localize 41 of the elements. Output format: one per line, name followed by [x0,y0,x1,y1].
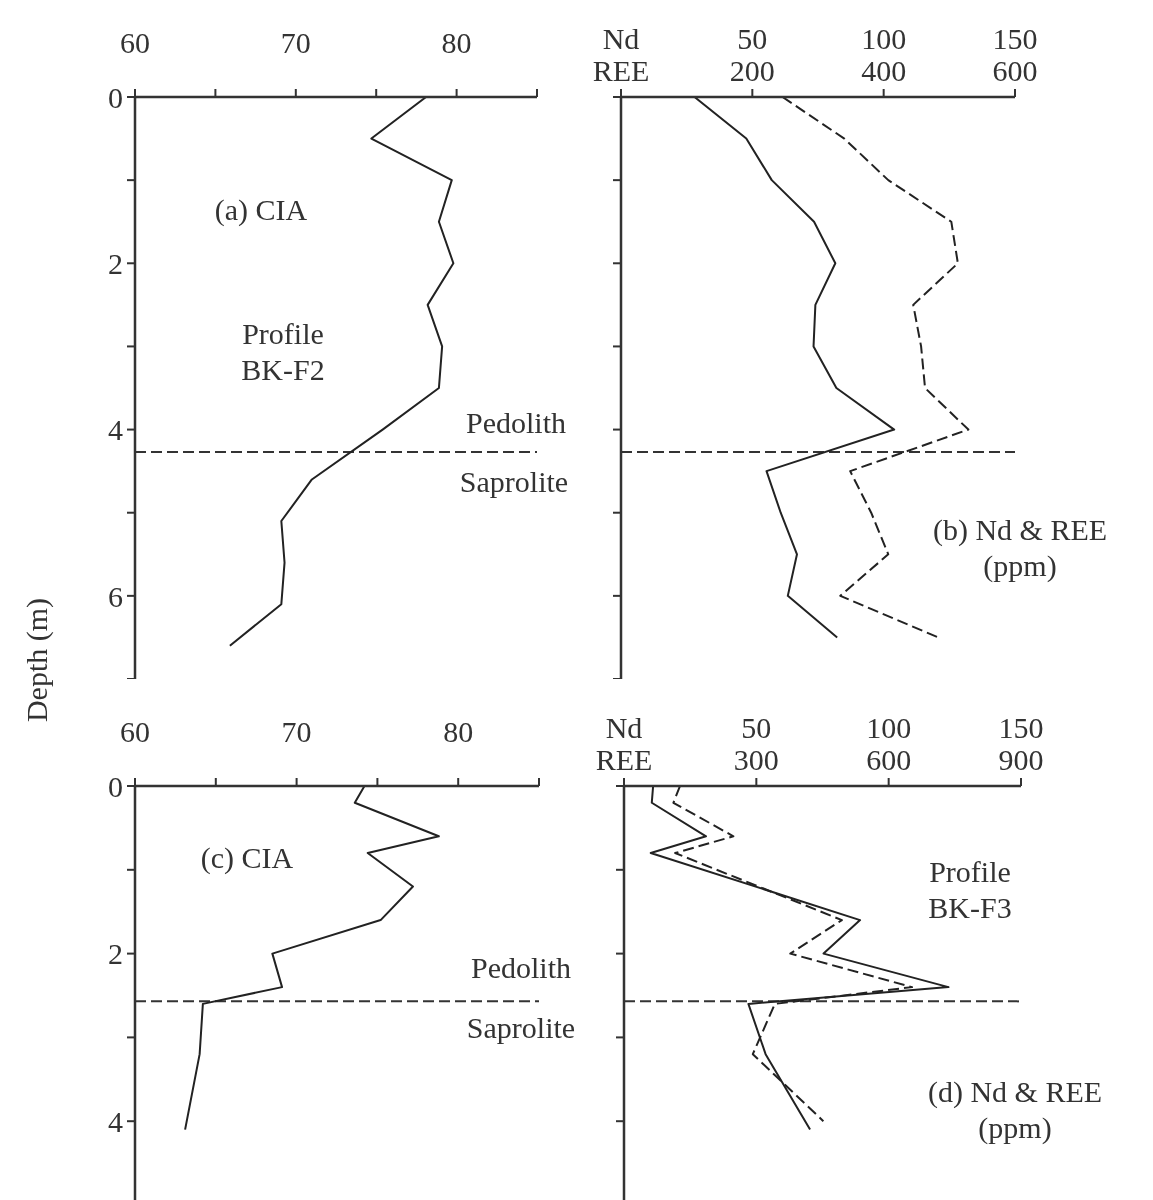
x2-tick-label: 400 [861,54,907,87]
y-tick-label: 6 [108,579,123,613]
x-tick-label: 70 [281,715,312,748]
annotation: Saprolite [458,464,570,500]
y-tick-label: 2 [108,937,123,971]
y-axis-title: Depth (m) [20,597,54,723]
x-tick-label: 60 [120,26,150,59]
x-tick-label: 100 [866,711,912,744]
y-tick-label: 2 [108,246,123,280]
x-tick-label: 80 [443,715,474,748]
y-tick-label: 4 [108,1104,123,1138]
x-tick-label: 50 [737,22,768,55]
x-tick-label: 150 [998,711,1044,744]
x2-tick-label: REE [595,743,653,776]
x2-tick-label: 600 [992,54,1038,87]
x2-tick-label: 900 [998,743,1044,776]
annotation: (c) CIA [199,840,295,876]
annotation: Pedolith [470,950,572,986]
annotation: Saprolite [465,1010,577,1046]
x-tick-label: 70 [280,26,311,59]
x2-tick-label: 600 [866,743,912,776]
x-tick-label: 50 [741,711,772,744]
annotation: (d) Nd & REE (ppm) [926,1074,1104,1146]
annotation: (b) Nd & REE (ppm) [931,512,1109,584]
annotation: Pedolith [465,405,567,441]
x-tick-label: 100 [861,22,907,55]
y-tick-label: 4 [108,413,123,447]
x-tick-label: 60 [120,715,150,748]
annotation: (a) CIA [213,192,309,228]
x2-tick-label: 300 [733,743,779,776]
x2-tick-label: REE [592,54,650,87]
x2-tick-label: 200 [729,54,775,87]
annotation: Profile BK-F2 [240,316,326,388]
annotation: Profile BK-F3 [927,854,1013,926]
x-tick-label: 150 [992,22,1038,55]
line-series [184,786,440,1131]
y-tick-label: 0 [108,80,123,114]
x-tick-label: 80 [441,26,472,59]
x-tick-label: Nd [602,22,640,55]
x-tick-label: Nd [605,711,643,744]
y-tick-label: 0 [108,769,123,803]
